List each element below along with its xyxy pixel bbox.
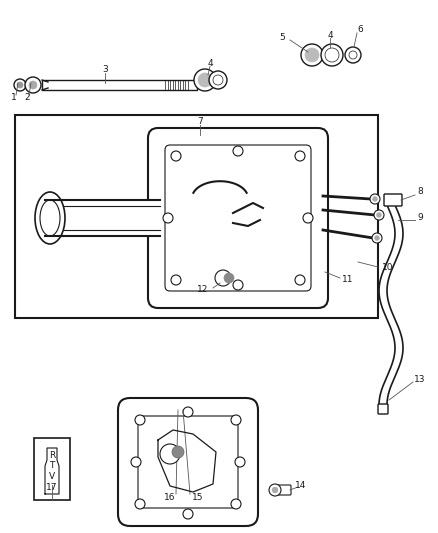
Circle shape: [194, 69, 216, 91]
Circle shape: [372, 197, 378, 201]
FancyBboxPatch shape: [138, 416, 238, 508]
Text: 4: 4: [207, 59, 213, 68]
Bar: [45, 200, 160, 236]
Text: 6: 6: [357, 26, 363, 35]
Bar: [42, 80, 197, 90]
Circle shape: [321, 44, 343, 66]
Circle shape: [301, 44, 323, 66]
Circle shape: [172, 446, 184, 458]
Circle shape: [171, 151, 181, 161]
Circle shape: [131, 457, 141, 467]
Bar: [34, 438, 70, 500]
Circle shape: [233, 280, 243, 290]
Text: 9: 9: [417, 214, 423, 222]
Circle shape: [135, 499, 145, 509]
Text: 17: 17: [46, 483, 58, 492]
Bar: [15, 115, 378, 318]
Circle shape: [224, 273, 234, 283]
Text: 8: 8: [417, 188, 423, 197]
Circle shape: [345, 47, 361, 63]
Circle shape: [269, 484, 281, 496]
Text: 13: 13: [414, 376, 426, 384]
Circle shape: [372, 233, 382, 243]
Circle shape: [160, 444, 180, 464]
Circle shape: [29, 81, 37, 89]
Circle shape: [295, 151, 305, 161]
Circle shape: [198, 73, 212, 87]
Circle shape: [25, 77, 41, 93]
FancyBboxPatch shape: [165, 145, 311, 291]
Circle shape: [374, 236, 379, 240]
Text: 16: 16: [164, 492, 176, 502]
Text: 3: 3: [102, 66, 108, 75]
FancyBboxPatch shape: [275, 485, 291, 495]
Text: 10: 10: [382, 262, 394, 271]
Text: 12: 12: [197, 286, 208, 295]
FancyBboxPatch shape: [118, 398, 258, 526]
Text: 14: 14: [295, 481, 307, 489]
Circle shape: [377, 213, 381, 217]
FancyBboxPatch shape: [148, 128, 328, 308]
FancyBboxPatch shape: [384, 194, 402, 206]
Circle shape: [325, 48, 339, 62]
Circle shape: [183, 509, 193, 519]
Circle shape: [233, 146, 243, 156]
Circle shape: [209, 71, 227, 89]
Circle shape: [231, 499, 241, 509]
Circle shape: [231, 415, 241, 425]
Circle shape: [135, 415, 145, 425]
Ellipse shape: [35, 192, 65, 244]
Text: 15: 15: [192, 492, 204, 502]
FancyBboxPatch shape: [378, 404, 388, 414]
Ellipse shape: [40, 200, 60, 236]
Text: 5: 5: [279, 34, 285, 43]
Circle shape: [235, 457, 245, 467]
Circle shape: [374, 210, 384, 220]
Circle shape: [163, 213, 173, 223]
Text: R
T
V: R T V: [49, 451, 55, 481]
Circle shape: [171, 275, 181, 285]
Circle shape: [213, 75, 223, 85]
Circle shape: [272, 487, 278, 493]
Text: 7: 7: [197, 117, 203, 126]
Circle shape: [14, 79, 26, 91]
Text: 11: 11: [342, 276, 354, 285]
Circle shape: [183, 407, 193, 417]
Text: 2: 2: [24, 93, 30, 102]
Circle shape: [349, 51, 357, 59]
Circle shape: [295, 275, 305, 285]
Circle shape: [305, 48, 319, 62]
Circle shape: [370, 194, 380, 204]
Circle shape: [303, 213, 313, 223]
Text: 1: 1: [11, 93, 17, 102]
Circle shape: [215, 270, 231, 286]
Circle shape: [17, 82, 23, 88]
Text: 4: 4: [327, 30, 333, 39]
